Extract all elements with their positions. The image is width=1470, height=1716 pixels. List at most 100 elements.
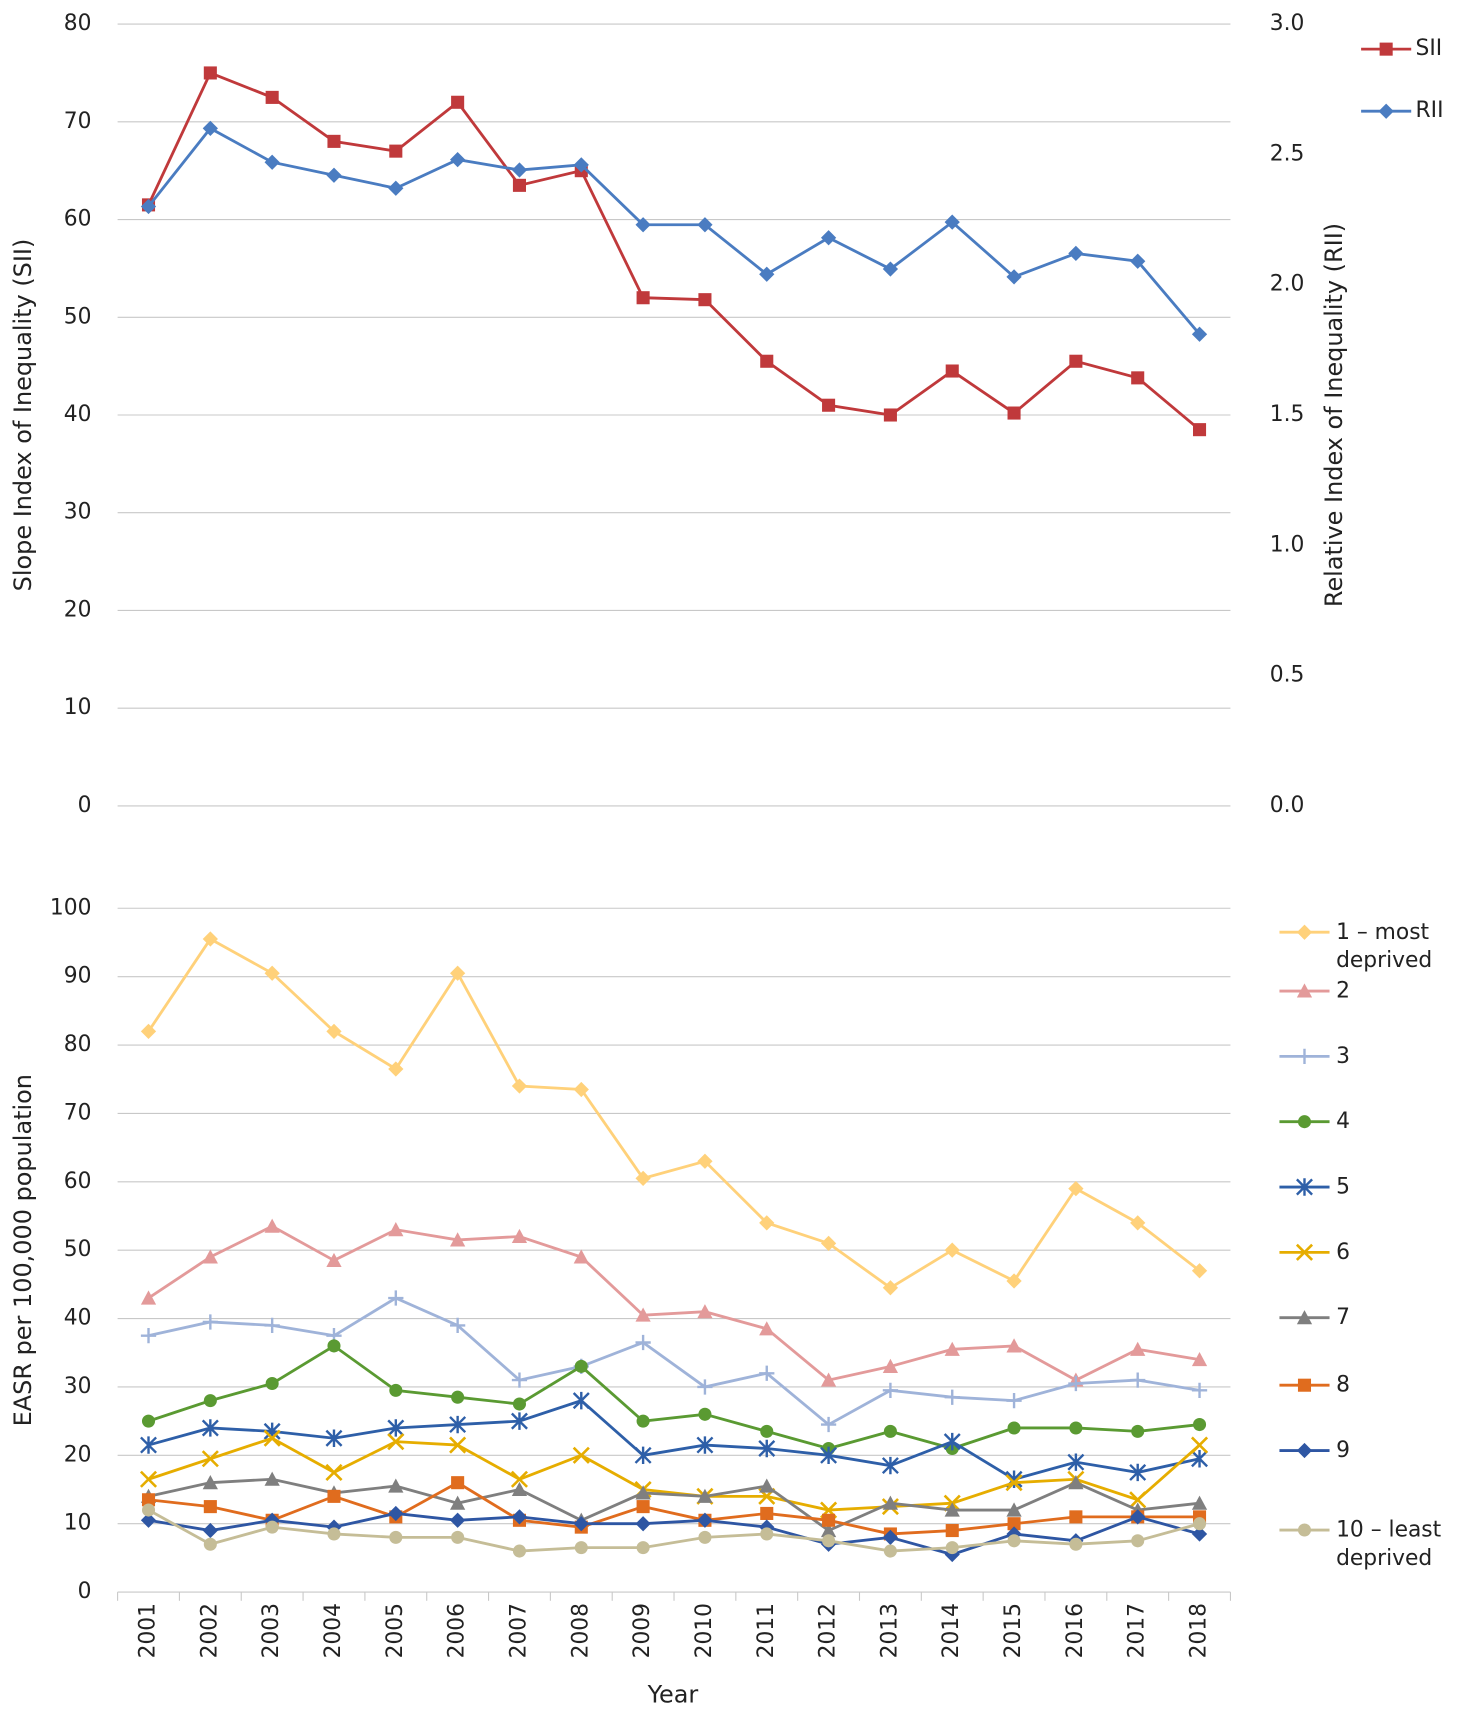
marker — [760, 1527, 774, 1541]
legend-label: 9 — [1336, 1436, 1350, 1463]
marker — [1191, 1351, 1208, 1367]
marker — [388, 1478, 404, 1493]
series-line — [148, 1296, 1200, 1427]
marker — [1192, 1517, 1207, 1531]
y2-tick-label: 0.0 — [1270, 793, 1305, 818]
y-tick-label: 20 — [64, 1442, 92, 1467]
marker — [264, 1471, 280, 1486]
marker — [1297, 1523, 1312, 1537]
marker — [635, 1307, 651, 1322]
marker — [141, 1414, 156, 1428]
marker — [511, 1228, 528, 1244]
marker — [201, 1450, 219, 1468]
marker — [140, 1290, 157, 1305]
marker — [883, 1424, 897, 1438]
marker — [822, 1534, 836, 1548]
marker — [883, 1544, 897, 1558]
marker — [450, 1512, 466, 1528]
marker — [1069, 1510, 1083, 1524]
marker — [512, 178, 526, 192]
marker — [1191, 1382, 1208, 1398]
legend-label: 1 – most deprived — [1336, 918, 1433, 973]
marker — [450, 151, 466, 168]
y-axis-title: Slope Index of Inequality (SII) — [9, 239, 37, 592]
x-tick-label: 2010 — [692, 1603, 717, 1658]
marker — [882, 1495, 899, 1510]
marker — [140, 1512, 157, 1528]
marker — [697, 1512, 713, 1528]
marker — [327, 1489, 341, 1503]
marker — [944, 1389, 960, 1405]
legend-box: 5 — [1336, 1172, 1350, 1199]
y2-tick-label: 1.5 — [1270, 402, 1305, 427]
marker — [1297, 1115, 1312, 1129]
marker — [820, 230, 837, 246]
marker — [572, 1446, 590, 1464]
marker — [1296, 983, 1313, 998]
marker — [141, 1493, 156, 1507]
marker — [449, 1436, 467, 1454]
marker — [635, 1334, 651, 1351]
marker — [511, 1078, 528, 1094]
marker — [1005, 1474, 1023, 1492]
marker — [882, 1382, 899, 1398]
y2-tick-label: 3.0 — [1270, 11, 1305, 36]
marker — [636, 1500, 650, 1514]
x-tick-label: 2002 — [197, 1603, 222, 1658]
marker — [450, 1232, 466, 1247]
x-tick-label: 2015 — [1001, 1603, 1026, 1658]
legend-box: 2 — [1336, 977, 1350, 1003]
marker — [263, 1429, 281, 1447]
x-tick-label: 2009 — [630, 1603, 655, 1658]
x-tick-label: 2014 — [939, 1603, 964, 1658]
marker — [265, 1520, 279, 1534]
marker — [759, 1478, 775, 1493]
marker — [697, 1304, 713, 1319]
marker — [882, 1280, 899, 1296]
marker — [327, 1339, 341, 1353]
marker — [881, 1456, 899, 1475]
y-tick-label: 80 — [64, 11, 92, 36]
y2-axis-title: Relative Index of Inequality (RII) — [1320, 223, 1348, 607]
marker — [1069, 1421, 1083, 1435]
marker — [1068, 1475, 1084, 1490]
marker — [945, 364, 959, 378]
marker — [883, 408, 897, 422]
marker — [1006, 1392, 1022, 1409]
x-tick-label: 2017 — [1125, 1603, 1150, 1658]
marker — [1191, 1526, 1208, 1542]
y-tick-label: 70 — [64, 1100, 92, 1125]
marker — [203, 1537, 217, 1551]
legend-label: 5 — [1336, 1172, 1350, 1199]
marker — [389, 1530, 403, 1544]
series-line — [148, 1436, 1201, 1512]
marker — [1296, 924, 1313, 940]
y-tick-label: 0 — [78, 1579, 92, 1604]
marker — [636, 1414, 650, 1428]
series-line — [148, 1344, 1200, 1450]
marker — [760, 1424, 774, 1438]
marker — [882, 1358, 899, 1373]
marker — [202, 1522, 218, 1539]
y2-tick-label: 0.5 — [1270, 663, 1305, 688]
marker — [388, 180, 404, 196]
x-tick-label: 2008 — [568, 1603, 593, 1658]
marker — [1068, 1375, 1084, 1392]
marker — [1069, 354, 1083, 368]
marker — [697, 1379, 713, 1395]
legend-label: 6 — [1336, 1238, 1350, 1265]
y-tick-label: 30 — [64, 500, 92, 525]
x-tick-label: 2001 — [136, 1603, 161, 1658]
series-line — [147, 1508, 1200, 1553]
marker — [636, 1541, 650, 1555]
marker — [327, 134, 341, 148]
marker — [510, 1412, 528, 1430]
series-line — [147, 937, 1201, 1290]
marker — [202, 931, 218, 947]
marker — [511, 1481, 528, 1497]
marker — [1297, 1378, 1312, 1392]
marker — [201, 1419, 219, 1437]
marker — [697, 1153, 713, 1169]
marker — [139, 1470, 158, 1488]
